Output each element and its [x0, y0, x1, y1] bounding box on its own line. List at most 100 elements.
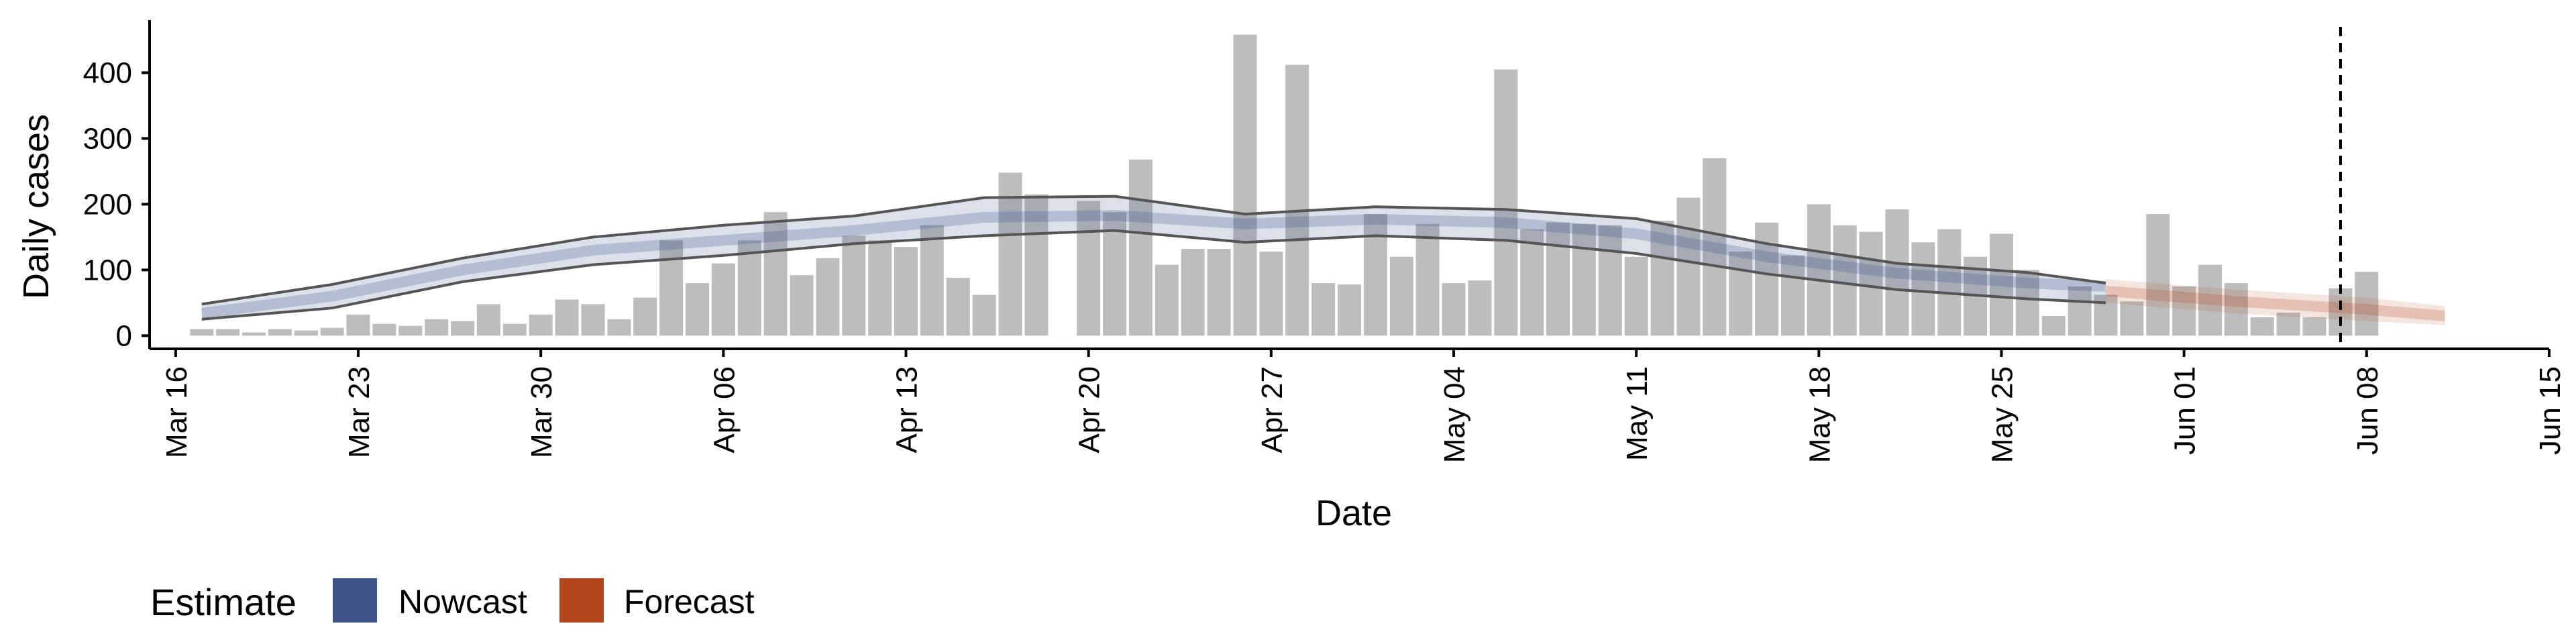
case-bar	[294, 330, 318, 336]
case-bar	[502, 323, 527, 336]
case-bar	[2328, 288, 2353, 336]
x-tick-label: Jun 08	[2351, 366, 2384, 455]
y-axis-title: Daily cases	[16, 114, 56, 299]
case-bar	[2224, 283, 2248, 336]
x-tick-label: May 04	[1438, 366, 1471, 463]
case-bar	[737, 240, 761, 336]
nowcast-median-line	[201, 210, 2106, 319]
nowcast-interval-band	[201, 196, 2106, 319]
case-bar	[242, 332, 266, 336]
case-bar	[790, 275, 814, 336]
y-tick-label: 0	[116, 319, 132, 352]
case-bar	[1911, 242, 1935, 336]
case-bar	[1103, 212, 1127, 336]
case-bar	[346, 315, 370, 336]
case-bar	[998, 172, 1022, 336]
case-bar	[1311, 283, 1336, 336]
case-bar	[1207, 249, 1231, 336]
case-bar	[2355, 272, 2379, 336]
case-bar	[1990, 233, 2013, 336]
case-bar	[1259, 252, 1283, 336]
case-bar	[686, 283, 709, 336]
x-tick-label: Mar 23	[343, 366, 376, 458]
case-bar	[1494, 69, 1518, 336]
case-bar	[1442, 283, 1466, 336]
legend: Estimate Nowcast Forecast	[150, 578, 755, 623]
case-bar	[946, 278, 970, 336]
case-bar	[711, 263, 735, 336]
x-tick-label: Mar 16	[160, 366, 193, 458]
case-bar	[1833, 225, 1857, 336]
x-tick-label: Jun 01	[2169, 366, 2202, 455]
legend-swatch-forecast	[559, 578, 604, 623]
case-bar	[1181, 249, 1205, 336]
case-bar	[868, 240, 892, 336]
case-bar	[529, 315, 553, 336]
case-bar	[2276, 313, 2300, 336]
x-tick-label: Apr 27	[1256, 366, 1289, 453]
case-bar	[1755, 222, 1779, 336]
case-bar	[1729, 252, 1753, 336]
nowcast-lower-bound-line	[201, 229, 2106, 321]
case-bar	[2041, 316, 2065, 336]
y-axis-ticks: 0 100 200 300 400	[83, 56, 150, 352]
case-bar	[555, 299, 579, 336]
case-bar	[1807, 204, 1831, 336]
y-tick-label: 100	[83, 254, 132, 286]
case-bar	[1129, 159, 1152, 336]
x-axis-ticks: Mar 16 Mar 23 Mar 30 Apr 06 Apr 13 Apr 20 Apr …	[160, 349, 2567, 463]
case-bar	[972, 294, 996, 336]
forecast-median-line	[2105, 285, 2446, 321]
case-bar	[1624, 256, 1648, 336]
case-bar	[190, 329, 214, 336]
case-bar	[1546, 222, 1570, 336]
case-bar	[1415, 223, 1440, 336]
case-bar	[1859, 231, 1883, 336]
legend-title: Estimate	[150, 581, 297, 623]
case-bar	[372, 323, 396, 336]
case-bar	[2146, 214, 2170, 336]
case-bar	[1572, 223, 1596, 336]
case-bar	[659, 240, 684, 336]
case-bar	[1937, 229, 1962, 336]
legend-label-forecast: Forecast	[624, 583, 755, 621]
case-bar	[816, 258, 840, 336]
x-tick-label: Apr 06	[708, 366, 741, 453]
case-bar	[1155, 264, 1179, 336]
case-bar	[1598, 225, 1622, 336]
case-bar	[268, 329, 292, 336]
case-bar	[2250, 317, 2274, 336]
case-bar	[1520, 229, 1544, 336]
x-tick-label: Jun 15	[2534, 366, 2567, 455]
x-tick-label: Mar 30	[525, 366, 558, 458]
axes: 0 100 200 300 400 Mar 16 Mar 23 Mar 30 Apr 06 Ap…	[83, 20, 2567, 463]
case-bar	[1338, 284, 1361, 336]
case-bar	[1024, 194, 1049, 336]
case-bar	[1389, 256, 1413, 336]
case-bar	[1676, 197, 1701, 336]
case-bar	[894, 247, 918, 336]
x-tick-label: May 11	[1621, 366, 1654, 461]
case-bar	[451, 321, 475, 336]
case-bar	[763, 212, 788, 336]
case-bar	[2172, 286, 2196, 336]
case-bar	[2120, 301, 2144, 336]
case-bar	[1285, 64, 1309, 336]
case-bar	[476, 304, 500, 336]
estimate-bands	[201, 195, 2446, 325]
case-bar	[1468, 280, 1492, 336]
forecast-interval-band	[2106, 279, 2445, 325]
legend-label-nowcast: Nowcast	[398, 583, 527, 621]
daily-case-bars	[190, 34, 2379, 336]
case-bar	[842, 235, 866, 336]
case-bar	[320, 327, 344, 336]
case-bar	[1233, 34, 1257, 336]
case-bar	[2302, 317, 2326, 336]
case-bar	[607, 319, 631, 336]
case-bar	[398, 325, 423, 336]
case-bar	[2015, 270, 2039, 336]
case-bar	[1650, 220, 1674, 336]
case-bar	[1781, 255, 1805, 336]
x-tick-label: Apr 20	[1073, 366, 1106, 453]
